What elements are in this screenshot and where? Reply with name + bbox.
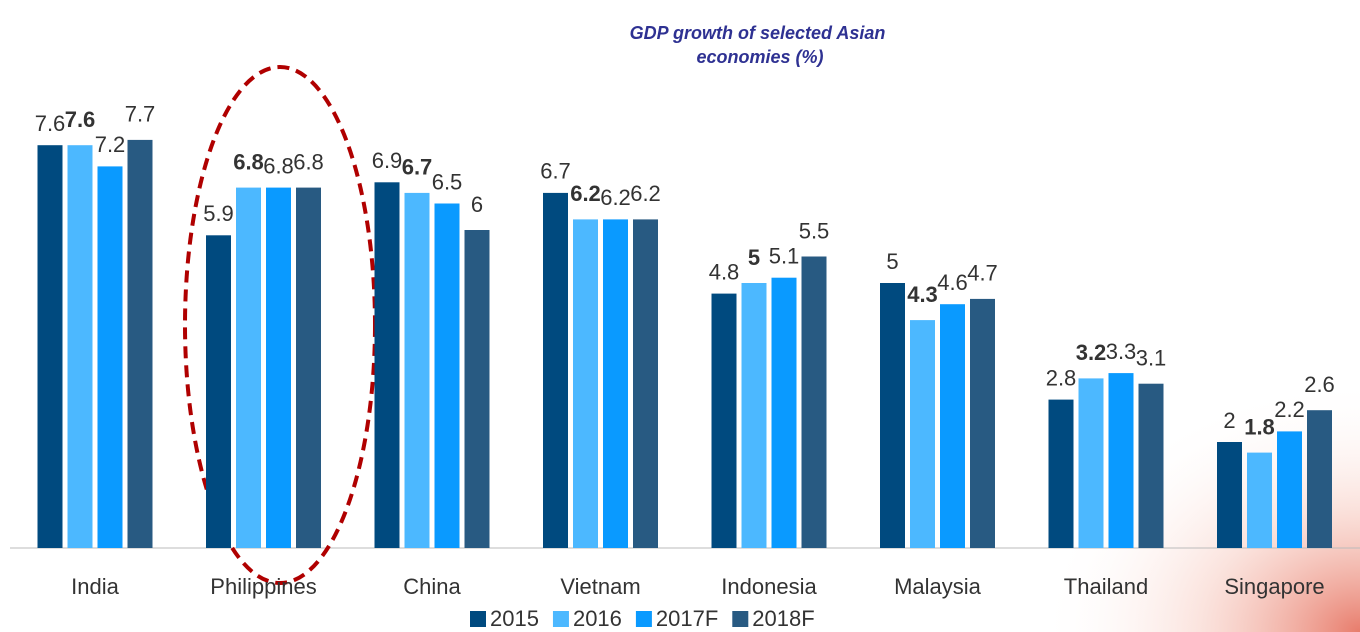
bar	[1277, 431, 1302, 548]
value-label: 6.8	[293, 149, 324, 174]
value-label: 7.2	[95, 132, 126, 157]
legend-label: 2016	[573, 606, 622, 631]
bar	[742, 283, 767, 548]
legend-swatch	[636, 611, 652, 627]
value-label: 5	[886, 249, 898, 274]
x-tick-label: China	[403, 574, 461, 599]
bar	[712, 294, 737, 548]
bar	[98, 166, 123, 548]
bar	[1217, 442, 1242, 548]
value-label: 6.9	[372, 148, 403, 173]
bar	[940, 304, 965, 548]
bar	[68, 145, 93, 548]
value-label: 6.8	[263, 153, 294, 178]
bar	[1307, 410, 1332, 548]
bar	[1139, 384, 1164, 548]
bar	[1109, 373, 1134, 548]
chart-title: GDP growth of selected Asian economies (…	[630, 23, 891, 67]
x-tick-label: Indonesia	[721, 574, 817, 599]
bar	[435, 204, 460, 549]
bar	[910, 320, 935, 548]
value-label: 7.6	[65, 107, 96, 132]
x-tick-label: Vietnam	[560, 574, 640, 599]
bar	[405, 193, 430, 548]
bar	[802, 257, 827, 549]
value-label: 5.9	[203, 201, 234, 226]
bar	[236, 188, 261, 548]
value-label: 5	[748, 245, 760, 270]
value-label: 3.3	[1106, 339, 1137, 364]
bar	[296, 188, 321, 548]
value-label: 4.3	[907, 282, 938, 307]
legend-label: 2015	[490, 606, 539, 631]
value-label: 7.6	[35, 111, 66, 136]
legend-swatch	[553, 611, 569, 627]
bar	[573, 219, 598, 548]
x-tick-label: India	[71, 574, 119, 599]
chart: GDP growth of selected Asian economies (…	[0, 0, 1360, 632]
value-label: 6.7	[402, 155, 433, 180]
bar	[465, 230, 490, 548]
chart-title-line: GDP growth of selected Asian	[630, 23, 886, 43]
value-label: 6.8	[233, 149, 264, 174]
bar	[375, 182, 400, 548]
legend-label: 2017F	[656, 606, 718, 631]
value-label: 2.6	[1304, 372, 1335, 397]
bar	[970, 299, 995, 548]
bar	[543, 193, 568, 548]
bar	[772, 278, 797, 548]
value-label: 6.5	[432, 169, 463, 194]
legend-swatch	[732, 611, 748, 627]
value-label: 2	[1223, 408, 1235, 433]
value-label: 6.2	[630, 181, 661, 206]
value-label: 4.8	[709, 259, 740, 284]
bar	[266, 188, 291, 548]
x-tick-label: Thailand	[1064, 574, 1148, 599]
value-label: 6.7	[540, 159, 571, 184]
value-label: 3.2	[1076, 340, 1107, 365]
value-label: 6.2	[570, 181, 601, 206]
value-label: 4.7	[967, 261, 998, 286]
value-label: 4.6	[937, 270, 968, 295]
bar	[633, 219, 658, 548]
value-label: 5.5	[799, 218, 830, 243]
value-label: 5.1	[769, 244, 800, 269]
bar	[206, 235, 231, 548]
value-label: 3.1	[1136, 346, 1167, 371]
chart-title-line: economies (%)	[696, 47, 823, 67]
value-label: 2.2	[1274, 397, 1305, 422]
x-tick-label: Malaysia	[894, 574, 982, 599]
bar	[128, 140, 153, 548]
value-label: 1.8	[1244, 414, 1275, 439]
bar	[603, 219, 628, 548]
bar	[880, 283, 905, 548]
value-label: 7.7	[125, 102, 156, 127]
value-label: 6	[471, 192, 483, 217]
bar	[1049, 400, 1074, 548]
bar	[1247, 453, 1272, 548]
bar	[1079, 378, 1104, 548]
legend-swatch	[470, 611, 486, 627]
x-tick-label: Singapore	[1224, 574, 1324, 599]
bar	[38, 145, 63, 548]
value-label: 2.8	[1046, 365, 1077, 390]
x-tick-label: Philippines	[210, 574, 316, 599]
legend-label: 2018F	[752, 606, 814, 631]
value-label: 6.2	[600, 185, 631, 210]
